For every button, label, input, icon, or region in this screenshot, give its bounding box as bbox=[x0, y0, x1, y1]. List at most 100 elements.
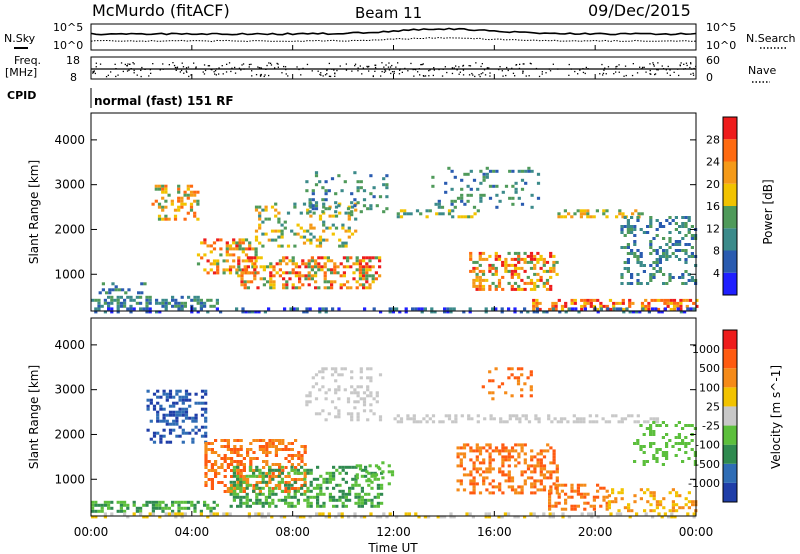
echo-cell bbox=[520, 169, 525, 173]
echo-cell bbox=[663, 307, 667, 311]
echo-cell bbox=[599, 504, 603, 508]
echo-cell bbox=[633, 252, 637, 255]
echo-cell bbox=[196, 253, 201, 257]
echo-cell bbox=[119, 506, 123, 510]
echo-cell bbox=[279, 515, 283, 519]
echo-cell bbox=[275, 262, 279, 266]
echo-cell bbox=[239, 445, 243, 448]
echo-cell bbox=[532, 301, 536, 305]
echo-cell bbox=[494, 266, 498, 270]
echo-cell bbox=[567, 307, 571, 311]
echo-cell bbox=[363, 515, 367, 519]
echo-cell bbox=[631, 310, 635, 314]
echo-cell bbox=[573, 212, 577, 216]
nave-dot bbox=[410, 62, 412, 65]
echo-cell bbox=[615, 215, 619, 219]
echo-cell bbox=[636, 442, 640, 445]
echo-cell bbox=[238, 244, 242, 248]
echo-cell bbox=[472, 449, 476, 453]
echo-cell bbox=[216, 259, 220, 263]
nave-dot bbox=[507, 69, 509, 72]
nave-dot bbox=[455, 65, 457, 67]
echo-cell bbox=[161, 196, 165, 200]
echo-cell bbox=[159, 437, 163, 441]
echo-cell bbox=[212, 259, 217, 263]
echo-cell bbox=[378, 418, 383, 422]
echo-cell bbox=[354, 483, 358, 487]
echo-cell bbox=[425, 209, 429, 213]
echo-cell bbox=[524, 414, 528, 418]
echo-cell bbox=[633, 243, 637, 246]
echo-cell bbox=[573, 489, 577, 493]
nave-dot bbox=[665, 69, 667, 71]
echo-cell bbox=[239, 472, 243, 475]
echo-cell bbox=[217, 466, 221, 469]
echo-cell bbox=[209, 512, 213, 516]
echo-cell bbox=[193, 193, 197, 197]
echo-cell bbox=[355, 280, 359, 284]
echo-cell bbox=[268, 475, 272, 478]
echo-cell bbox=[369, 204, 373, 208]
echo-cell bbox=[507, 367, 511, 371]
echo-cell bbox=[687, 243, 691, 246]
echo-cell bbox=[358, 283, 362, 287]
echo-cell bbox=[337, 415, 341, 419]
echo-cell bbox=[268, 495, 272, 499]
colorbar-swatch bbox=[723, 444, 737, 464]
echo-cell bbox=[674, 436, 678, 439]
echo-cell bbox=[533, 491, 537, 495]
echo-cell bbox=[450, 169, 454, 173]
echo-cell bbox=[482, 482, 486, 486]
echo-cell bbox=[431, 414, 436, 418]
echo-cell bbox=[172, 413, 176, 417]
echo-cell bbox=[264, 480, 268, 484]
echo-cell bbox=[328, 480, 332, 484]
echo-cell bbox=[681, 216, 685, 219]
nave-dot bbox=[190, 74, 192, 76]
echo-cell bbox=[605, 215, 609, 219]
echo-cell bbox=[339, 286, 343, 290]
echo-cell bbox=[291, 268, 295, 272]
echo-cell bbox=[542, 467, 547, 471]
echo-cell bbox=[324, 515, 328, 519]
echo-cell bbox=[669, 301, 673, 305]
echo-cell bbox=[156, 416, 160, 420]
echo-cell bbox=[242, 478, 246, 481]
nave-dot bbox=[538, 75, 541, 78]
echo-cell bbox=[639, 261, 643, 264]
echo-cell bbox=[232, 489, 236, 493]
echo-cell bbox=[262, 265, 266, 269]
colorbar-tick-label: 28 bbox=[706, 133, 720, 146]
echo-cell bbox=[492, 169, 496, 173]
echo-cell bbox=[684, 261, 688, 264]
echo-cell bbox=[159, 419, 163, 423]
echo-cell bbox=[371, 256, 375, 260]
echo-cell bbox=[291, 259, 295, 263]
nave-dot bbox=[421, 63, 423, 66]
echo-cell bbox=[301, 259, 305, 263]
echo-cell bbox=[146, 407, 150, 411]
echo-cell bbox=[491, 391, 495, 395]
echo-cell bbox=[595, 420, 599, 424]
echo-cell bbox=[478, 446, 483, 450]
nave-dot bbox=[662, 68, 665, 70]
echo-cell bbox=[660, 310, 664, 314]
echo-cell bbox=[123, 298, 127, 302]
echo-cell bbox=[510, 287, 514, 291]
echo-cell bbox=[287, 486, 291, 490]
nave-dot bbox=[115, 68, 117, 70]
echo-cell bbox=[542, 512, 546, 516]
echo-cell bbox=[542, 269, 546, 273]
echo-cell bbox=[177, 205, 181, 209]
echo-cell bbox=[409, 417, 413, 421]
echo-cell bbox=[678, 506, 682, 510]
echo-cell bbox=[366, 388, 370, 392]
echo-cell bbox=[385, 186, 389, 190]
echo-cell bbox=[237, 256, 241, 260]
echo-cell bbox=[258, 486, 262, 490]
echo-cell bbox=[555, 476, 559, 480]
echo-cell bbox=[507, 263, 511, 267]
echo-cell bbox=[245, 492, 249, 496]
echo-cell bbox=[523, 382, 527, 386]
echo-cell bbox=[203, 503, 207, 507]
